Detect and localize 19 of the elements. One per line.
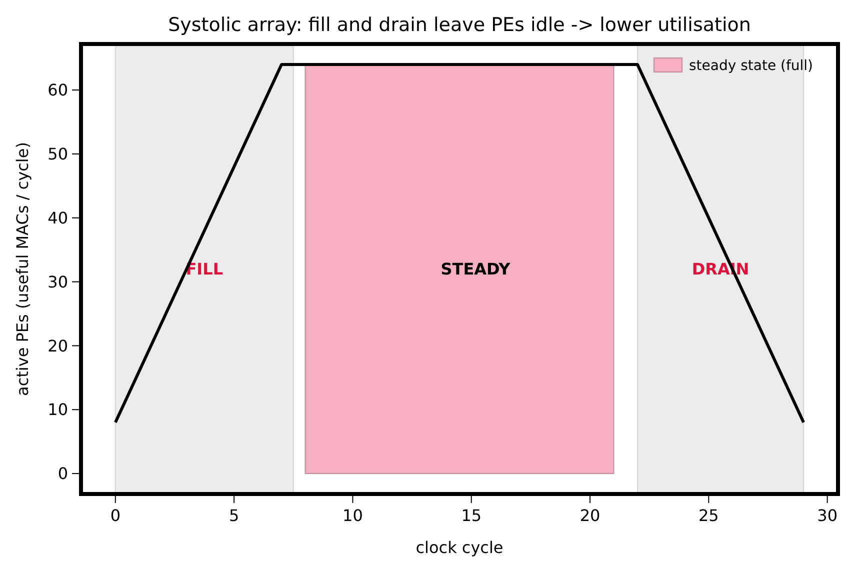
y-tick-label: 40 [48,208,68,228]
x-tick-label: 15 [461,506,482,525]
y-tick-label: 20 [48,336,68,356]
legend-label: steady state (full) [689,58,814,74]
x-tick-label: 25 [698,506,719,525]
y-tick-label: 60 [48,80,68,100]
x-tick-label: 20 [580,506,600,525]
y-tick-label: 50 [48,144,68,164]
x-axis-title: clock cycle [416,538,504,557]
y-axis-title: active PEs (useful MACs / cycle) [13,142,32,396]
x-tick-label: 30 [817,506,838,525]
annotation: STEADY [440,260,511,279]
x-tick-label: 0 [110,506,121,525]
y-tick-label: 30 [48,272,68,292]
x-tick-label: 5 [228,506,240,525]
y-tick-label: 0 [58,464,68,484]
y-tick-label: 10 [48,400,68,420]
x-tick-label: 10 [342,506,363,525]
chart-title: Systolic array: fill and drain leave PEs idle -> lower utilisation [168,14,751,36]
